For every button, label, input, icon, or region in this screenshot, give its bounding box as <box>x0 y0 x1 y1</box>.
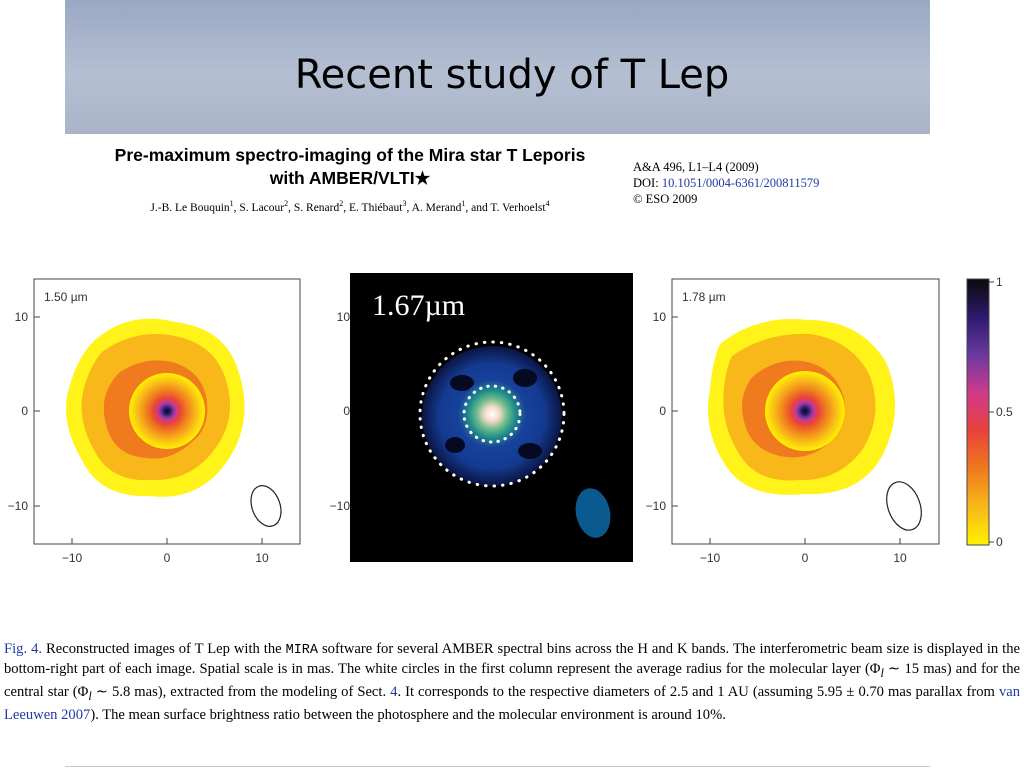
citation-block: A&A 496, L1–L4 (2009) DOI: 10.1051/0004-… <box>633 159 819 207</box>
caption-subscript: l <box>88 688 92 703</box>
journal-reference: A&A 496, L1–L4 (2009) <box>633 160 759 174</box>
panel-1-67um-axes: 10 0 −10 <box>320 270 360 530</box>
author-name: S. Lacour <box>239 201 285 214</box>
caption-text: ∼ 15 mas) and for the central star (Φ <box>4 661 1021 700</box>
author-affiliation: 1 <box>229 199 234 208</box>
author-name: J.-B. Le Bouquin <box>150 201 230 214</box>
slide-title: Recent study of T Lep <box>294 52 730 98</box>
panel-2-label: 1.67µm <box>372 289 465 322</box>
reference-link[interactable]: van Leeuwen 2007 <box>4 683 1021 723</box>
figure-number: Fig. 4. <box>4 641 43 657</box>
panel-2-plot: 1.67µm <box>350 273 633 562</box>
caption-text: Reconstructed images of T Lep with the <box>42 641 286 657</box>
paper-title-line2: with AMBER/VLTI★ <box>269 168 431 188</box>
caption-text: ). The mean surface brightness ratio bet… <box>90 706 726 723</box>
y-tick-label: 0 <box>343 404 350 418</box>
x-tick-label: −10 <box>700 551 721 565</box>
author-name: T. Verhoelst <box>490 201 546 214</box>
panel-3-plot: 1.78 µm 10 0 −10 −10 0 10 <box>646 278 940 565</box>
author-name: E. Thiébaut <box>348 201 403 214</box>
bottom-rule <box>65 766 930 767</box>
doi-label: DOI: <box>633 176 659 190</box>
y-tick-label: 10 <box>15 310 29 324</box>
copyright: © ESO 2009 <box>633 192 698 206</box>
y-tick-label: 0 <box>659 404 666 418</box>
colorbar-plot: 1 0.5 0 <box>966 275 1013 549</box>
figure-caption: Fig. 4. Reconstructed images of T Lep wi… <box>4 640 1020 725</box>
author-affiliation: 2 <box>339 199 344 208</box>
caption-software: MIRA <box>285 643 319 658</box>
panel-3-label: 1.78 µm <box>682 290 726 304</box>
x-tick-label: −10 <box>62 551 83 565</box>
section-link[interactable]: 4 <box>390 683 398 700</box>
y-tick-label: 0 <box>21 404 28 418</box>
panel-1-plot: 1.50 µm 10 0 −10 −10 0 10 <box>8 278 301 565</box>
panel-1-67um: 1.67µm <box>350 273 633 562</box>
caption-subscript: l <box>880 665 884 680</box>
author-list: J.-B. Le Bouquin1, S. Lacour2, S. Renard… <box>150 199 550 214</box>
author-name: S. Renard <box>293 201 340 214</box>
x-tick-label: 0 <box>164 551 171 565</box>
paper-title-line1: Pre-maximum spectro-imaging of the Mira … <box>114 145 586 165</box>
panel-1-78um: 1.78 µm 10 0 −10 −10 0 10 <box>638 270 943 570</box>
author-affiliation: 1 <box>461 199 466 208</box>
caption-text: software for several AMBER spectral bins… <box>4 641 1020 677</box>
panel-1-50um: 1.50 µm 10 0 −10 −10 0 10 <box>0 270 305 570</box>
author-affiliation: 2 <box>284 199 289 208</box>
x-tick-label: 10 <box>255 551 269 565</box>
colorbar-tick-label: 0.5 <box>996 405 1013 419</box>
y-tick-label: 10 <box>653 310 667 324</box>
y-tick-label: −10 <box>330 499 351 513</box>
colorbar-tick-label: 0 <box>996 535 1003 549</box>
header-band <box>65 0 930 134</box>
x-tick-label: 10 <box>893 551 907 565</box>
panel-1-label: 1.50 µm <box>44 290 88 304</box>
colorbar-tick-label: 1 <box>996 275 1003 289</box>
doi-line: DOI: 10.1051/0004-6361/200811579 <box>633 175 819 191</box>
paper-title: Pre-maximum spectro-imaging of the Mira … <box>85 144 615 190</box>
author-affiliation: 3 <box>402 199 407 208</box>
author-affiliation: 4 <box>545 199 550 208</box>
caption-text: . It corresponds to the respective diame… <box>397 683 999 700</box>
caption-text: ∼ 5.8 mas), extracted from the modeling … <box>91 683 391 700</box>
colorbar: 1 0.5 0 <box>960 275 1020 555</box>
y-tick-label: −10 <box>646 499 667 513</box>
doi-link[interactable]: 10.1051/0004-6361/200811579 <box>661 176 820 190</box>
x-tick-label: 0 <box>802 551 809 565</box>
y-tick-label: −10 <box>8 499 29 513</box>
author-name: A. Merand <box>411 201 462 214</box>
y-tick-label: 10 <box>337 310 351 324</box>
